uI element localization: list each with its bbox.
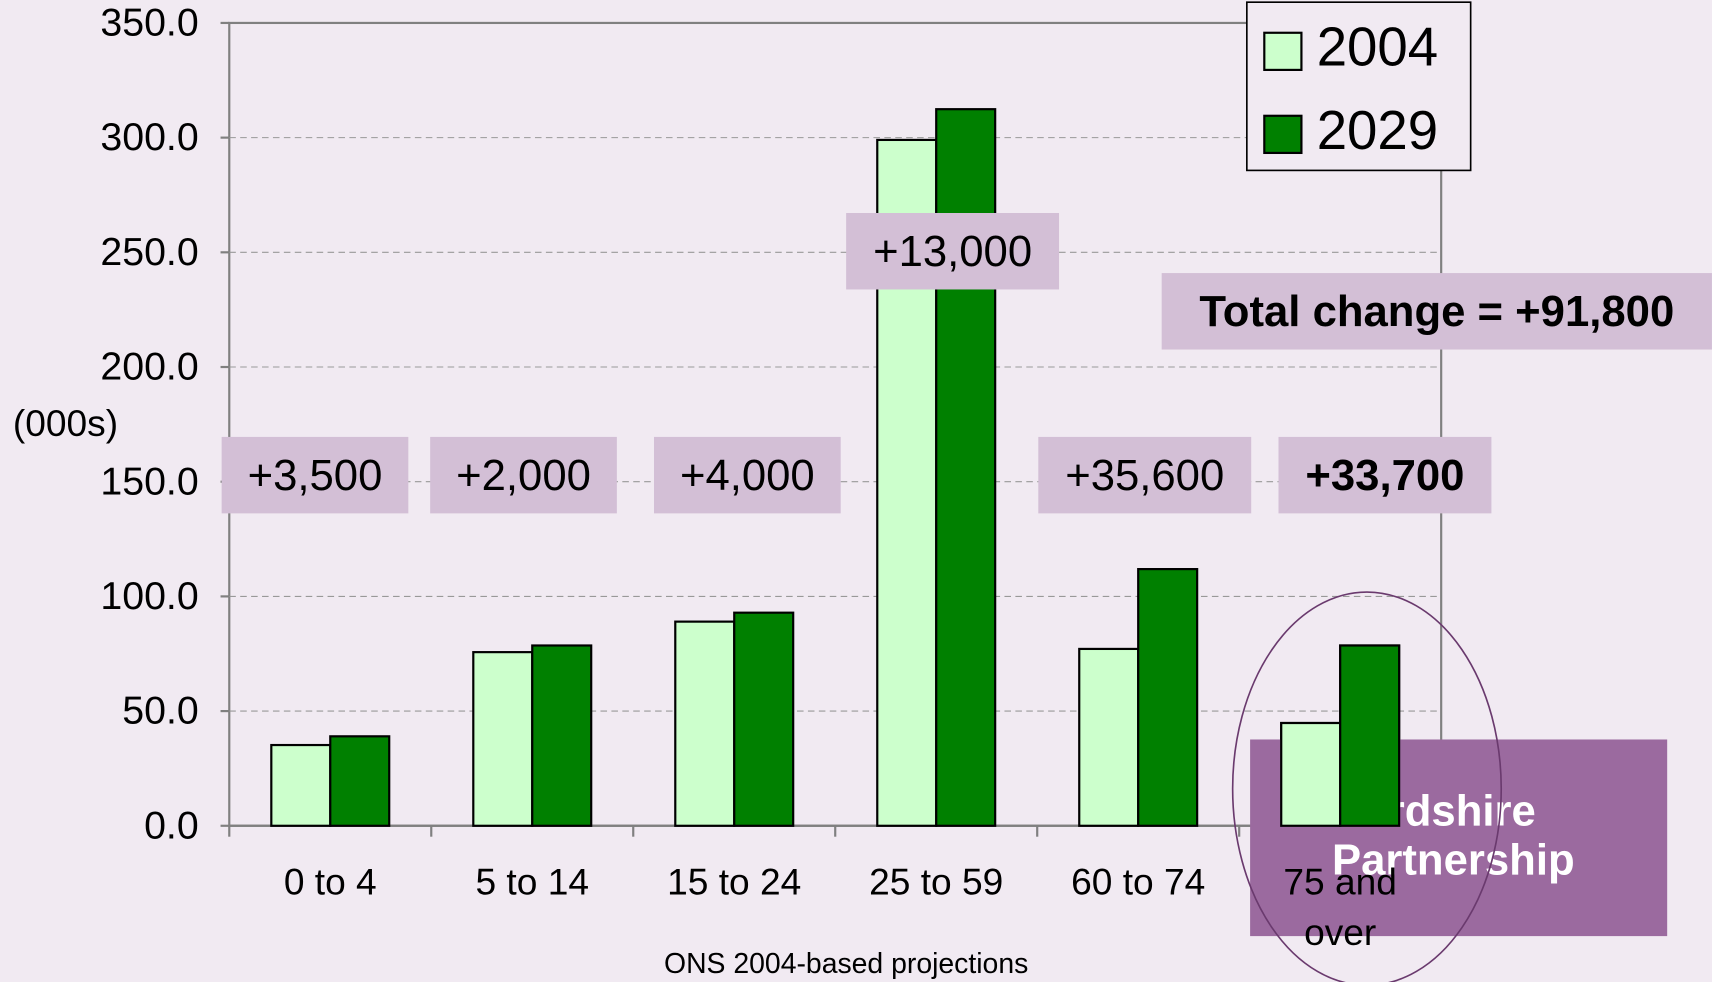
annotation-box — [846, 212, 1060, 290]
legend-label: 2004 — [1317, 17, 1438, 78]
x-tick-label: 25 to 59 — [869, 861, 1004, 904]
y-tick-label: 350.0 — [100, 1, 198, 45]
x-tick-label: 5 to 14 — [475, 861, 590, 904]
y-axis-label: (000s) — [13, 402, 118, 444]
highlight-ellipse — [1231, 591, 1503, 982]
bar — [1078, 647, 1140, 827]
annotation: +2,000 — [456, 451, 591, 500]
x-tick-label: 0 to 4 — [283, 861, 377, 904]
bar — [270, 743, 332, 827]
legend-swatch — [1263, 114, 1303, 155]
annotation: +13,000 — [873, 227, 1032, 276]
bar — [733, 611, 795, 827]
bar — [1280, 721, 1342, 827]
annotation: Total change = +91,800 — [1199, 287, 1674, 336]
y-tick-label: 300.0 — [100, 115, 198, 159]
legend-swatch — [1263, 31, 1303, 71]
x-tick-label: 60 to 74 — [1071, 861, 1206, 904]
y-tick-label: 50.0 — [122, 689, 198, 733]
annotation: +35,600 — [1065, 451, 1224, 500]
annotation-box — [221, 436, 409, 514]
y-tick-label: 250.0 — [100, 230, 198, 274]
annotation-box — [653, 436, 841, 514]
annotation: +33,700 — [1305, 451, 1464, 500]
bar — [531, 644, 593, 827]
y-tick-label: 0.0 — [144, 803, 199, 847]
y-tick-label: 200.0 — [100, 345, 198, 389]
annotation-box — [1278, 436, 1492, 514]
logo-text: Partnership — [1332, 835, 1575, 884]
bar — [472, 651, 534, 827]
y-tick-label: 150.0 — [100, 459, 198, 503]
bar — [1339, 644, 1401, 827]
bar — [674, 620, 736, 827]
annotation: +4,000 — [680, 451, 815, 500]
legend-label: 2029 — [1317, 100, 1438, 161]
annotation-box — [1161, 273, 1712, 350]
source: ONS 2004-based projections — [664, 948, 1028, 980]
bar — [1137, 568, 1199, 827]
x-tick-label: 15 to 24 — [667, 861, 802, 904]
y-tick-label: 100.0 — [100, 574, 198, 618]
bar — [329, 735, 391, 827]
annotation-box — [1038, 436, 1252, 514]
annotation-box — [430, 436, 617, 514]
x-tick-label: 75 and over — [1283, 861, 1397, 954]
annotation: +3,500 — [248, 451, 383, 500]
